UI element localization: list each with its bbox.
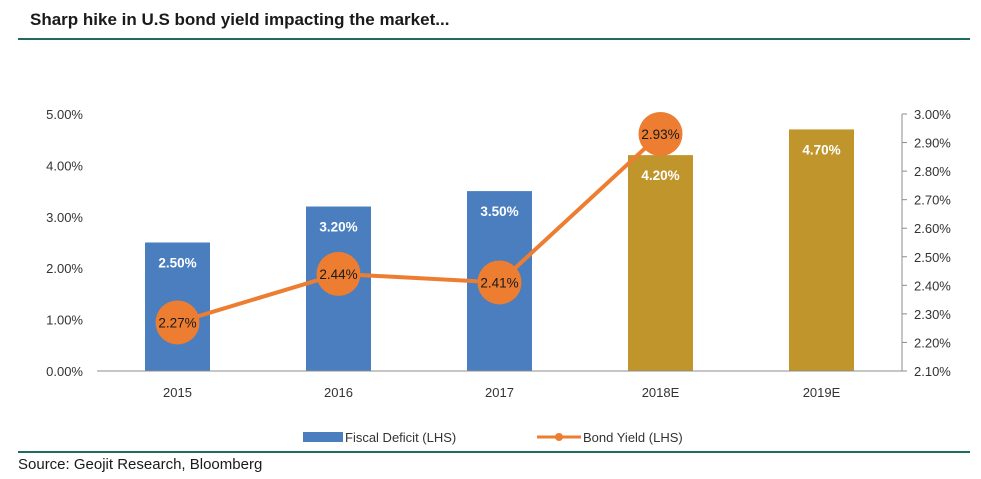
legend-label-fiscal-deficit: Fiscal Deficit (LHS) (345, 430, 456, 445)
right-axis-tick-label: 2.20% (914, 335, 951, 350)
right-axis-tick-label: 3.00% (914, 107, 951, 122)
right-axis-tick-label: 2.60% (914, 221, 951, 236)
left-axis-tick-label: 0.00% (46, 364, 83, 379)
right-axis-tick-label: 2.90% (914, 136, 951, 151)
line-data-label: 2.41% (480, 275, 518, 290)
legend-label-bond-yield: Bond Yield (LHS) (583, 430, 683, 445)
x-axis-tick-label: 2018E (642, 385, 680, 400)
bar-data-label: 3.50% (480, 204, 518, 219)
bar-data-label: 2.50% (158, 256, 196, 271)
bond-yield-marker-2017 (477, 260, 522, 305)
bottom-divider (18, 451, 970, 453)
bond-yield-marker-2016 (316, 251, 361, 296)
x-axis-tick-label: 2015 (163, 385, 192, 400)
bar-2018E (628, 155, 693, 371)
bar-data-label: 4.70% (802, 142, 840, 157)
x-axis: 2015 2016 2017 2018E 2019E (97, 370, 902, 400)
fiscal-deficit-bars: 2.50% 3.20% 3.50% 4.20% 4.70% (145, 129, 854, 371)
bond-yield-marker-2018E (638, 111, 683, 156)
legend-swatch-fiscal-deficit (303, 432, 343, 442)
bar-2019E (789, 129, 854, 371)
legend-swatch-bond-yield-marker (555, 433, 563, 441)
right-axis-tick-label: 2.30% (914, 307, 951, 322)
right-axis-tick-label: 2.80% (914, 164, 951, 179)
chart-title: Sharp hike in U.S bond yield impacting t… (30, 10, 450, 29)
line-data-label: 2.44% (319, 267, 357, 282)
left-axis-tick-label: 4.00% (46, 158, 83, 173)
bond-yield-series-line (176, 132, 662, 325)
right-y-axis: 2.10% 2.20% 2.30% 2.40% 2.50% 2.60% 2.70% 2.80%… (901, 107, 951, 379)
left-axis-tick-label: 5.00% (46, 107, 83, 122)
right-axis-tick-label: 2.70% (914, 193, 951, 208)
bond-yield-line: 2.27% 2.44% 2.41% 2.93% (155, 111, 683, 345)
bar-data-label: 4.20% (641, 168, 679, 183)
right-axis-tick-label: 2.10% (914, 364, 951, 379)
left-axis-tick-label: 1.00% (46, 313, 83, 328)
line-data-label: 2.93% (641, 127, 679, 142)
legend: Fiscal Deficit (LHS) Bond Yield (LHS) (303, 430, 683, 445)
left-axis-tick-label: 3.00% (46, 210, 83, 225)
x-axis-tick-label: 2016 (324, 385, 353, 400)
left-y-axis: 0.00% 1.00% 2.00% 3.00% 4.00% 5.00% (46, 107, 83, 379)
source-note: Source: Geojit Research, Bloomberg (18, 456, 263, 473)
bond-yield-marker-2015 (155, 300, 200, 345)
left-axis-tick-label: 2.00% (46, 261, 83, 276)
top-divider (18, 38, 970, 40)
right-axis-tick-label: 2.40% (914, 278, 951, 293)
line-data-label: 2.27% (158, 315, 196, 330)
bar-data-label: 3.20% (319, 220, 357, 235)
right-axis-tick-label: 2.50% (914, 250, 951, 265)
x-axis-tick-label: 2019E (803, 385, 841, 400)
x-axis-tick-label: 2017 (485, 385, 514, 400)
